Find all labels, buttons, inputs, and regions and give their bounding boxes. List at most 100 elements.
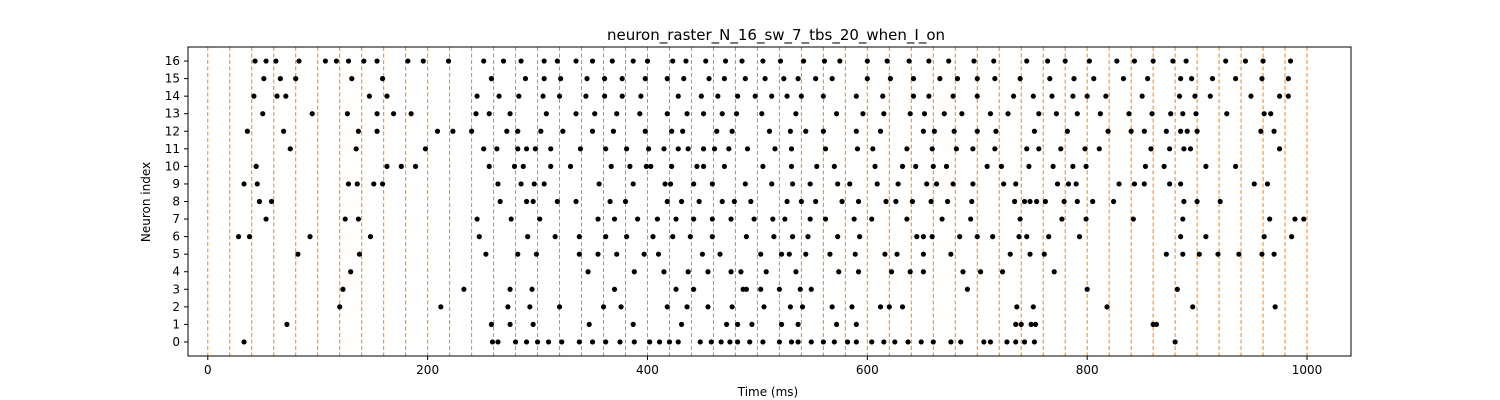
spike-marker [758, 251, 764, 257]
spike-marker [1065, 181, 1072, 187]
spike-marker [864, 76, 870, 82]
spike-marker [1189, 76, 1195, 82]
spike-marker [1163, 128, 1169, 134]
spike-marker [694, 163, 700, 169]
spike-marker [1031, 128, 1038, 134]
spike-marker [886, 304, 892, 310]
spike-marker [1050, 163, 1056, 169]
spike-marker [515, 128, 521, 134]
spike-marker [1258, 128, 1264, 134]
spike-marker [787, 304, 793, 310]
spike-marker [274, 93, 280, 99]
spike-marker [623, 146, 630, 152]
spike-marker [881, 111, 887, 117]
spike-marker [939, 216, 945, 222]
spike-marker [508, 216, 514, 222]
spike-marker [784, 198, 790, 205]
spike-marker [847, 181, 853, 187]
spike-marker [722, 58, 729, 64]
spike-marker [981, 339, 987, 345]
spike-marker [1251, 181, 1257, 187]
spike-marker [1001, 181, 1007, 187]
spike-marker [877, 304, 884, 310]
spike-marker [1215, 251, 1221, 257]
spike-marker [854, 146, 861, 152]
spike-marker [656, 339, 663, 345]
spike-marker [595, 251, 601, 257]
spike-marker [390, 111, 397, 117]
x-tick-label: 0 [204, 363, 212, 377]
spike-marker [541, 181, 547, 187]
spike-marker [614, 251, 620, 257]
spike-marker [558, 76, 564, 82]
spike-marker [675, 93, 681, 99]
spike-marker [709, 181, 715, 187]
spike-marker [951, 128, 957, 134]
spike-marker [619, 76, 625, 82]
spike-marker [1178, 181, 1184, 187]
spike-marker [893, 198, 899, 205]
y-tick-label: 15 [165, 72, 180, 86]
spike-marker [610, 128, 617, 134]
spike-marker [1084, 286, 1090, 292]
y-tick-label: 0 [172, 335, 180, 349]
spike-marker [920, 234, 926, 240]
spike-marker [851, 216, 857, 222]
spike-marker [748, 198, 754, 205]
spike-marker [907, 111, 913, 117]
spike-marker [241, 181, 247, 187]
spike-marker [293, 76, 299, 82]
spike-marker [504, 128, 510, 134]
spike-marker [855, 198, 862, 205]
spike-marker [1041, 251, 1047, 257]
spike-marker [507, 321, 513, 327]
spike-marker [1259, 76, 1265, 82]
spike-marker [1232, 76, 1239, 82]
spike-marker [1193, 111, 1199, 117]
spike-marker [1021, 339, 1028, 345]
spike-marker [937, 76, 943, 82]
spike-marker [969, 198, 975, 205]
spike-marker [887, 76, 894, 82]
spike-marker [1301, 216, 1307, 222]
spike-marker [642, 76, 648, 82]
spike-marker [1259, 251, 1265, 257]
spike-marker [638, 93, 644, 99]
spike-marker [782, 216, 788, 222]
spike-marker [609, 58, 615, 64]
spike-marker [1036, 146, 1042, 152]
spike-marker [476, 234, 482, 240]
spike-marker [650, 234, 656, 240]
spike-marker [678, 198, 685, 205]
spike-marker [1024, 146, 1030, 152]
spike-marker [874, 181, 880, 187]
spike-marker [1028, 321, 1034, 327]
spike-marker [494, 146, 500, 152]
spike-marker [928, 198, 934, 205]
spike-marker [719, 111, 725, 117]
spike-marker [1149, 111, 1155, 117]
spike-marker [573, 58, 579, 64]
spike-marker [829, 304, 835, 310]
y-tick-label: 5 [172, 247, 180, 261]
spike-marker [577, 146, 584, 152]
spike-marker [583, 93, 589, 99]
spike-marker [251, 93, 257, 99]
spike-marker [530, 321, 536, 327]
spike-marker [778, 321, 785, 327]
spike-marker [1076, 234, 1083, 240]
spike-marker [691, 286, 697, 292]
spike-marker [1021, 198, 1028, 205]
spike-marker [273, 58, 279, 64]
spike-marker [505, 304, 511, 310]
spike-marker [853, 321, 859, 327]
spike-marker [807, 216, 813, 222]
y-tick-label: 6 [172, 230, 180, 244]
y-axis-label: Neuron index [139, 162, 153, 242]
spike-marker [473, 111, 479, 117]
spike-marker [718, 339, 724, 345]
spike-marker [617, 339, 623, 345]
spike-marker [795, 76, 801, 82]
spike-marker [728, 269, 734, 275]
spike-marker [855, 269, 862, 275]
